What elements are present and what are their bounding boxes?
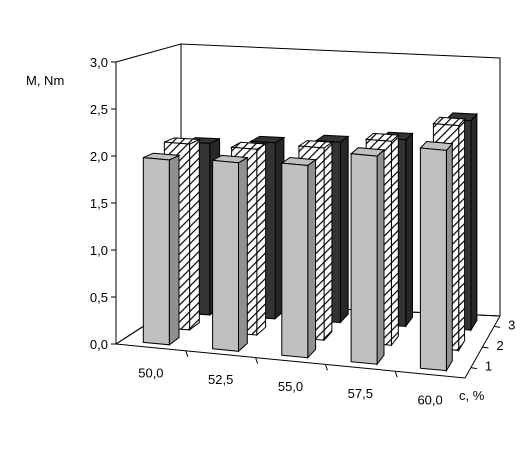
bar-side <box>390 133 399 347</box>
depth-tick-label: 2 <box>497 338 504 353</box>
y-tick-label: 0,0 <box>90 337 108 352</box>
depth-tick-label: 1 <box>485 359 492 374</box>
y-tick-label: 1,5 <box>90 196 108 211</box>
x-tick-mark <box>255 357 259 364</box>
bar-front <box>212 159 239 352</box>
y-tick-label: 3,0 <box>90 55 108 70</box>
x-tick-label: 52,5 <box>208 372 233 387</box>
x-tick-label: 50,0 <box>138 365 163 380</box>
bar-front <box>419 147 447 372</box>
bar <box>210 154 249 353</box>
depth-axis-label: c, % <box>459 388 485 403</box>
bar <box>142 152 181 346</box>
axes-layer: 0,0 0,5 1,0 1,5 2,0 2,5 3,0 50,0 52,5 55,0 57,5 60,… <box>90 55 515 408</box>
x-tick-mark <box>324 364 328 371</box>
bar-side-shade <box>340 136 349 323</box>
bar <box>349 147 386 366</box>
bar-side-shade <box>307 159 316 358</box>
bar-front <box>142 157 170 346</box>
bar <box>280 156 317 359</box>
x-tick-label: 55,0 <box>278 379 303 394</box>
x-tick-label: 57,5 <box>348 386 373 401</box>
depth-tick-mark <box>494 325 501 328</box>
bars-layer <box>142 112 478 373</box>
bar-side <box>256 143 267 337</box>
depth-tick-mark <box>470 367 477 370</box>
depth-tick-mark <box>482 346 489 349</box>
y-tick-label: 1,0 <box>90 243 108 258</box>
bar-front <box>350 153 378 365</box>
bar-front <box>281 162 309 359</box>
bar <box>419 140 454 373</box>
bar-side-shade <box>446 143 453 371</box>
bar-side <box>323 141 333 342</box>
x-tick-mark <box>185 350 189 357</box>
x-tick-label: 60,0 <box>417 393 442 408</box>
bar-side <box>458 117 466 353</box>
y-tick-label: 0,5 <box>90 290 108 305</box>
depth-tick-label: 3 <box>508 317 515 332</box>
y-axis-label: M, Nm <box>26 73 64 88</box>
bar-side-shade <box>405 133 413 327</box>
y-tick-label: 2,0 <box>90 149 108 164</box>
bar-side-shade <box>377 149 384 365</box>
y-tick-label: 2,5 <box>90 102 108 117</box>
bar-side-shade <box>169 155 179 345</box>
bar-side <box>189 138 200 331</box>
x-tick-mark <box>394 371 398 378</box>
bar-side-shade <box>238 157 248 352</box>
bar-side-shade <box>471 114 477 331</box>
